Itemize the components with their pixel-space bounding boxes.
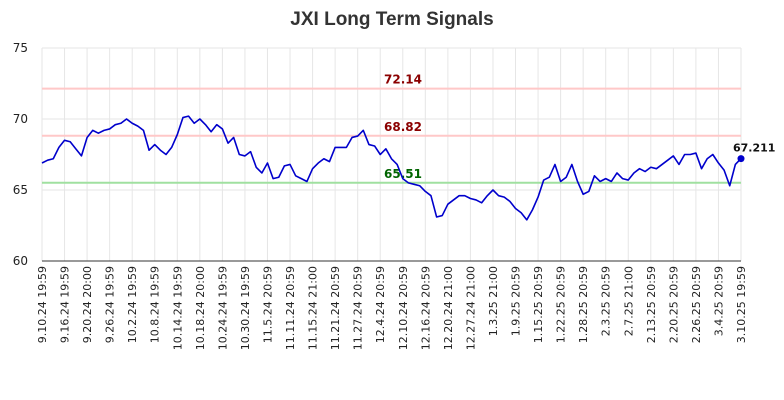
x-tick-label: 3.4.25 20:59	[712, 266, 725, 336]
x-tick-label: 11.15.24 21:00	[307, 266, 320, 350]
grid	[41, 47, 742, 262]
x-tick-label: 9.16.24 19:59	[59, 266, 72, 343]
x-tick-label: 3.10.25 19:59	[735, 266, 748, 343]
x-tick-label: 2.7.25 21:00	[622, 266, 635, 336]
x-tick-label: 1.28.25 20:59	[577, 266, 590, 343]
x-tick-label: 11.21.24 20:59	[329, 266, 342, 350]
x-tick-label: 10.30.24 19:59	[239, 266, 252, 350]
x-tick-label: 12.4.24 20:59	[374, 266, 387, 343]
x-tick-label: 9.26.24 19:59	[104, 266, 117, 343]
x-tick-label: 2.20.25 20:59	[667, 266, 680, 343]
x-tick-label: 10.18.24 20:00	[194, 266, 207, 350]
reference-line-label: 65.51	[384, 167, 422, 181]
x-tick-label: 12.20.24 21:00	[442, 266, 455, 350]
x-tick-label: 9.10.24 19:59	[36, 266, 49, 343]
x-tick-label: 11.5.24 20:59	[261, 266, 274, 343]
x-tick-label: 10.8.24 19:59	[149, 266, 162, 343]
reference-lines: 72.14 68.82 65.51	[42, 73, 741, 184]
y-tick-label: 65	[13, 183, 28, 197]
x-tick-label: 10.2.24 19:59	[126, 266, 139, 343]
reference-line-label: 68.82	[384, 120, 422, 134]
x-tick-labels: 9.10.24 19:59 9.16.24 19:59 9.20.24 20:00 9…	[36, 266, 748, 350]
last-value-label: 67.211	[733, 142, 775, 155]
x-tick-label: 1.9.25 20:59	[510, 266, 523, 336]
x-tick-label: 9.20.24 20:00	[81, 266, 94, 343]
y-tick-label: 60	[13, 254, 28, 268]
y-tick-label: 75	[13, 41, 28, 55]
x-tick-label: 2.3.25 20:59	[600, 266, 613, 336]
x-tick-label: 2.13.25 20:59	[645, 266, 658, 343]
series-line	[41, 115, 742, 221]
reference-line-label: 72.14	[384, 73, 422, 87]
x-tick-label: 10.14.24 19:59	[171, 266, 184, 350]
last-value-marker	[737, 155, 745, 163]
x-tick-label: 12.16.24 20:59	[419, 266, 432, 350]
y-tick-label: 70	[13, 112, 28, 126]
x-tick-label: 12.27.24 21:00	[464, 266, 477, 350]
series: 67.211	[41, 115, 775, 221]
x-tick-label: 10.24.24 19:59	[216, 266, 229, 350]
chart-title: JXI Long Term Signals	[290, 9, 493, 30]
y-tick-labels: 60 65 70 75	[13, 41, 28, 268]
x-tick-label: 2.26.25 20:59	[690, 266, 703, 343]
x-tick-label: 1.3.25 21:00	[487, 266, 500, 336]
x-tick-label: 11.27.24 20:59	[352, 266, 365, 350]
x-tick-label: 12.10.24 20:59	[397, 266, 410, 350]
x-tick-label: 11.11.24 20:59	[284, 266, 297, 350]
x-tick-label: 1.15.25 20:59	[532, 266, 545, 343]
x-tick-label: 1.22.25 20:59	[555, 266, 568, 343]
